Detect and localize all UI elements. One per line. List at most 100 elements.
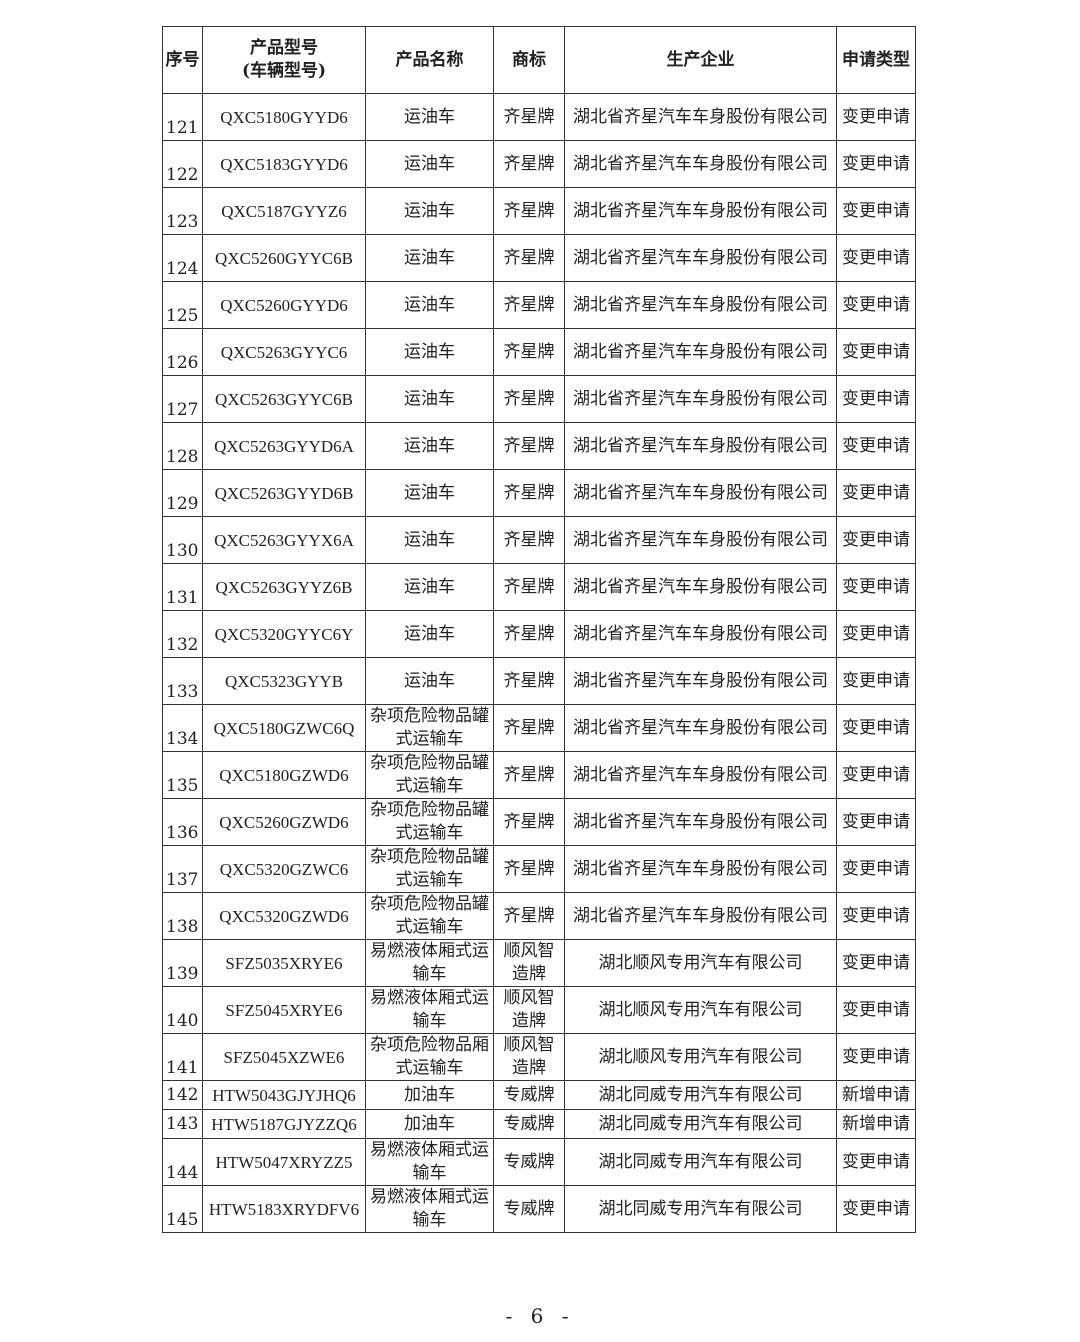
cell-brand: 齐星牌 [493,892,565,940]
cell-application-type: 变更申请 [836,798,916,846]
cell-application-type: 变更申请 [836,187,916,235]
header-brand: 商标 [493,26,565,94]
cell-seq: 124 [162,234,203,282]
cell-brand: 齐星牌 [493,657,565,705]
cell-manufacturer: 湖北省齐星汽车车身股份有限公司 [564,563,837,611]
cell-brand: 顺风智造牌 [493,939,565,987]
cell-brand: 齐星牌 [493,469,565,517]
cell-seq: 134 [162,704,203,752]
cell-model: QXC5320GZWD6 [202,892,366,940]
table-row: 138 QXC5320GZWD6 杂项危险物品罐式运输车 齐星牌 湖北省齐星汽车车身股份… [162,892,916,940]
cell-brand: 齐星牌 [493,516,565,564]
cell-manufacturer: 湖北省齐星汽车车身股份有限公司 [564,516,837,564]
cell-product-name: 运油车 [365,328,494,376]
cell-product-name: 易燃液体厢式运输车 [365,939,494,987]
table-row: 131 QXC5263GYYZ6B 运油车 齐星牌 湖北省齐星汽车车身股份有限公司 变更申… [162,563,916,611]
cell-seq: 129 [162,469,203,517]
cell-product-name: 杂项危险物品罐式运输车 [365,751,494,799]
cell-seq: 127 [162,375,203,423]
cell-model: SFZ5045XRYE6 [202,986,366,1034]
cell-application-type: 变更申请 [836,469,916,517]
table-row: 127 QXC5263GYYC6B 运油车 齐星牌 湖北省齐星汽车车身股份有限公司 变更申… [162,375,916,423]
cell-model: QXC5180GZWD6 [202,751,366,799]
page-number: - 6 - [505,1304,575,1328]
table-row: 125 QXC5260GYYD6 运油车 齐星牌 湖北省齐星汽车车身股份有限公司 变更申请 [162,281,916,329]
cell-brand: 齐星牌 [493,563,565,611]
cell-seq: 135 [162,751,203,799]
table-row: 135 QXC5180GZWD6 杂项危险物品罐式运输车 齐星牌 湖北省齐星汽车车身股份… [162,751,916,799]
cell-manufacturer: 湖北省齐星汽车车身股份有限公司 [564,187,837,235]
cell-product-name: 杂项危险物品罐式运输车 [365,798,494,846]
cell-model: HTW5043GJYJHQ6 [202,1080,366,1110]
cell-seq: 145 [162,1185,203,1233]
cell-application-type: 变更申请 [836,1138,916,1186]
table-row: 134 QXC5180GZWC6Q 杂项危险物品罐式运输车 齐星牌 湖北省齐星汽车车身股… [162,704,916,752]
cell-application-type: 变更申请 [836,234,916,282]
cell-brand: 齐星牌 [493,140,565,188]
cell-product-name: 加油车 [365,1080,494,1110]
cell-product-name: 运油车 [365,422,494,470]
cell-manufacturer: 湖北顺风专用汽车有限公司 [564,939,837,987]
cell-model: QXC5260GYYC6B [202,234,366,282]
cell-model: QXC5323GYYB [202,657,366,705]
cell-seq: 132 [162,610,203,658]
cell-model: QXC5320GYYC6Y [202,610,366,658]
cell-product-name: 易燃液体厢式运输车 [365,986,494,1034]
cell-application-type: 变更申请 [836,845,916,893]
cell-seq: 133 [162,657,203,705]
table-row: 121 QXC5180GYYD6 运油车 齐星牌 湖北省齐星汽车车身股份有限公司 变更申请 [162,93,916,141]
cell-brand: 齐星牌 [493,610,565,658]
cell-application-type: 变更申请 [836,610,916,658]
cell-brand: 齐星牌 [493,375,565,423]
cell-manufacturer: 湖北省齐星汽车车身股份有限公司 [564,704,837,752]
table-row: 143 HTW5187GJYZZQ6 加油车 专威牌 湖北同威专用汽车有限公司 新增申请 [162,1109,916,1139]
cell-model: QXC5263GYYX6A [202,516,366,564]
header-manufacturer: 生产企业 [564,26,837,94]
cell-application-type: 变更申请 [836,939,916,987]
cell-product-name: 运油车 [365,234,494,282]
cell-seq: 140 [162,986,203,1034]
table-row: 129 QXC5263GYYD6B 运油车 齐星牌 湖北省齐星汽车车身股份有限公司 变更申… [162,469,916,517]
cell-model: QXC5260GYYD6 [202,281,366,329]
cell-model: QXC5180GZWC6Q [202,704,366,752]
vehicle-product-table: 序号 产品型号 (车辆型号) 产品名称 商标 生产企业 申请类型 121 QXC5180GY… [162,26,916,1233]
cell-brand: 专威牌 [493,1138,565,1186]
cell-seq: 131 [162,563,203,611]
cell-model: QXC5263GYYZ6B [202,563,366,611]
cell-seq: 121 [162,93,203,141]
cell-model: QXC5320GZWC6 [202,845,366,893]
cell-model: SFZ5035XRYE6 [202,939,366,987]
cell-manufacturer: 湖北省齐星汽车车身股份有限公司 [564,798,837,846]
cell-seq: 144 [162,1138,203,1186]
cell-application-type: 新增申请 [836,1109,916,1139]
cell-brand: 齐星牌 [493,422,565,470]
table-row: 142 HTW5043GJYJHQ6 加油车 专威牌 湖北同威专用汽车有限公司 新增申请 [162,1080,916,1110]
cell-seq: 141 [162,1033,203,1081]
cell-seq: 142 [162,1080,203,1110]
table-row: 141 SFZ5045XZWE6 杂项危险物品厢式运输车 顺风智造牌 湖北顺风专用汽车有… [162,1033,916,1081]
cell-product-name: 运油车 [365,516,494,564]
cell-application-type: 变更申请 [836,563,916,611]
cell-brand: 齐星牌 [493,751,565,799]
cell-model: HTW5047XRYZZ5 [202,1138,366,1186]
cell-brand: 专威牌 [493,1109,565,1139]
table-row: 123 QXC5187GYYZ6 运油车 齐星牌 湖北省齐星汽车车身股份有限公司 变更申请 [162,187,916,235]
cell-seq: 139 [162,939,203,987]
cell-application-type: 变更申请 [836,751,916,799]
table-row: 130 QXC5263GYYX6A 运油车 齐星牌 湖北省齐星汽车车身股份有限公司 变更申… [162,516,916,564]
cell-manufacturer: 湖北省齐星汽车车身股份有限公司 [564,93,837,141]
cell-manufacturer: 湖北省齐星汽车车身股份有限公司 [564,140,837,188]
cell-model: QXC5187GYYZ6 [202,187,366,235]
cell-model: QXC5263GYYD6B [202,469,366,517]
cell-product-name: 运油车 [365,375,494,423]
table-row: 144 HTW5047XRYZZ5 易燃液体厢式运输车 专威牌 湖北同威专用汽车有限公司… [162,1138,916,1186]
cell-brand: 专威牌 [493,1080,565,1110]
cell-brand: 齐星牌 [493,798,565,846]
cell-manufacturer: 湖北顺风专用汽车有限公司 [564,1033,837,1081]
cell-brand: 齐星牌 [493,187,565,235]
cell-model: QXC5260GZWD6 [202,798,366,846]
cell-model: SFZ5045XZWE6 [202,1033,366,1081]
table-row: 137 QXC5320GZWC6 杂项危险物品罐式运输车 齐星牌 湖北省齐星汽车车身股份… [162,845,916,893]
cell-manufacturer: 湖北省齐星汽车车身股份有限公司 [564,610,837,658]
cell-manufacturer: 湖北同威专用汽车有限公司 [564,1080,837,1110]
